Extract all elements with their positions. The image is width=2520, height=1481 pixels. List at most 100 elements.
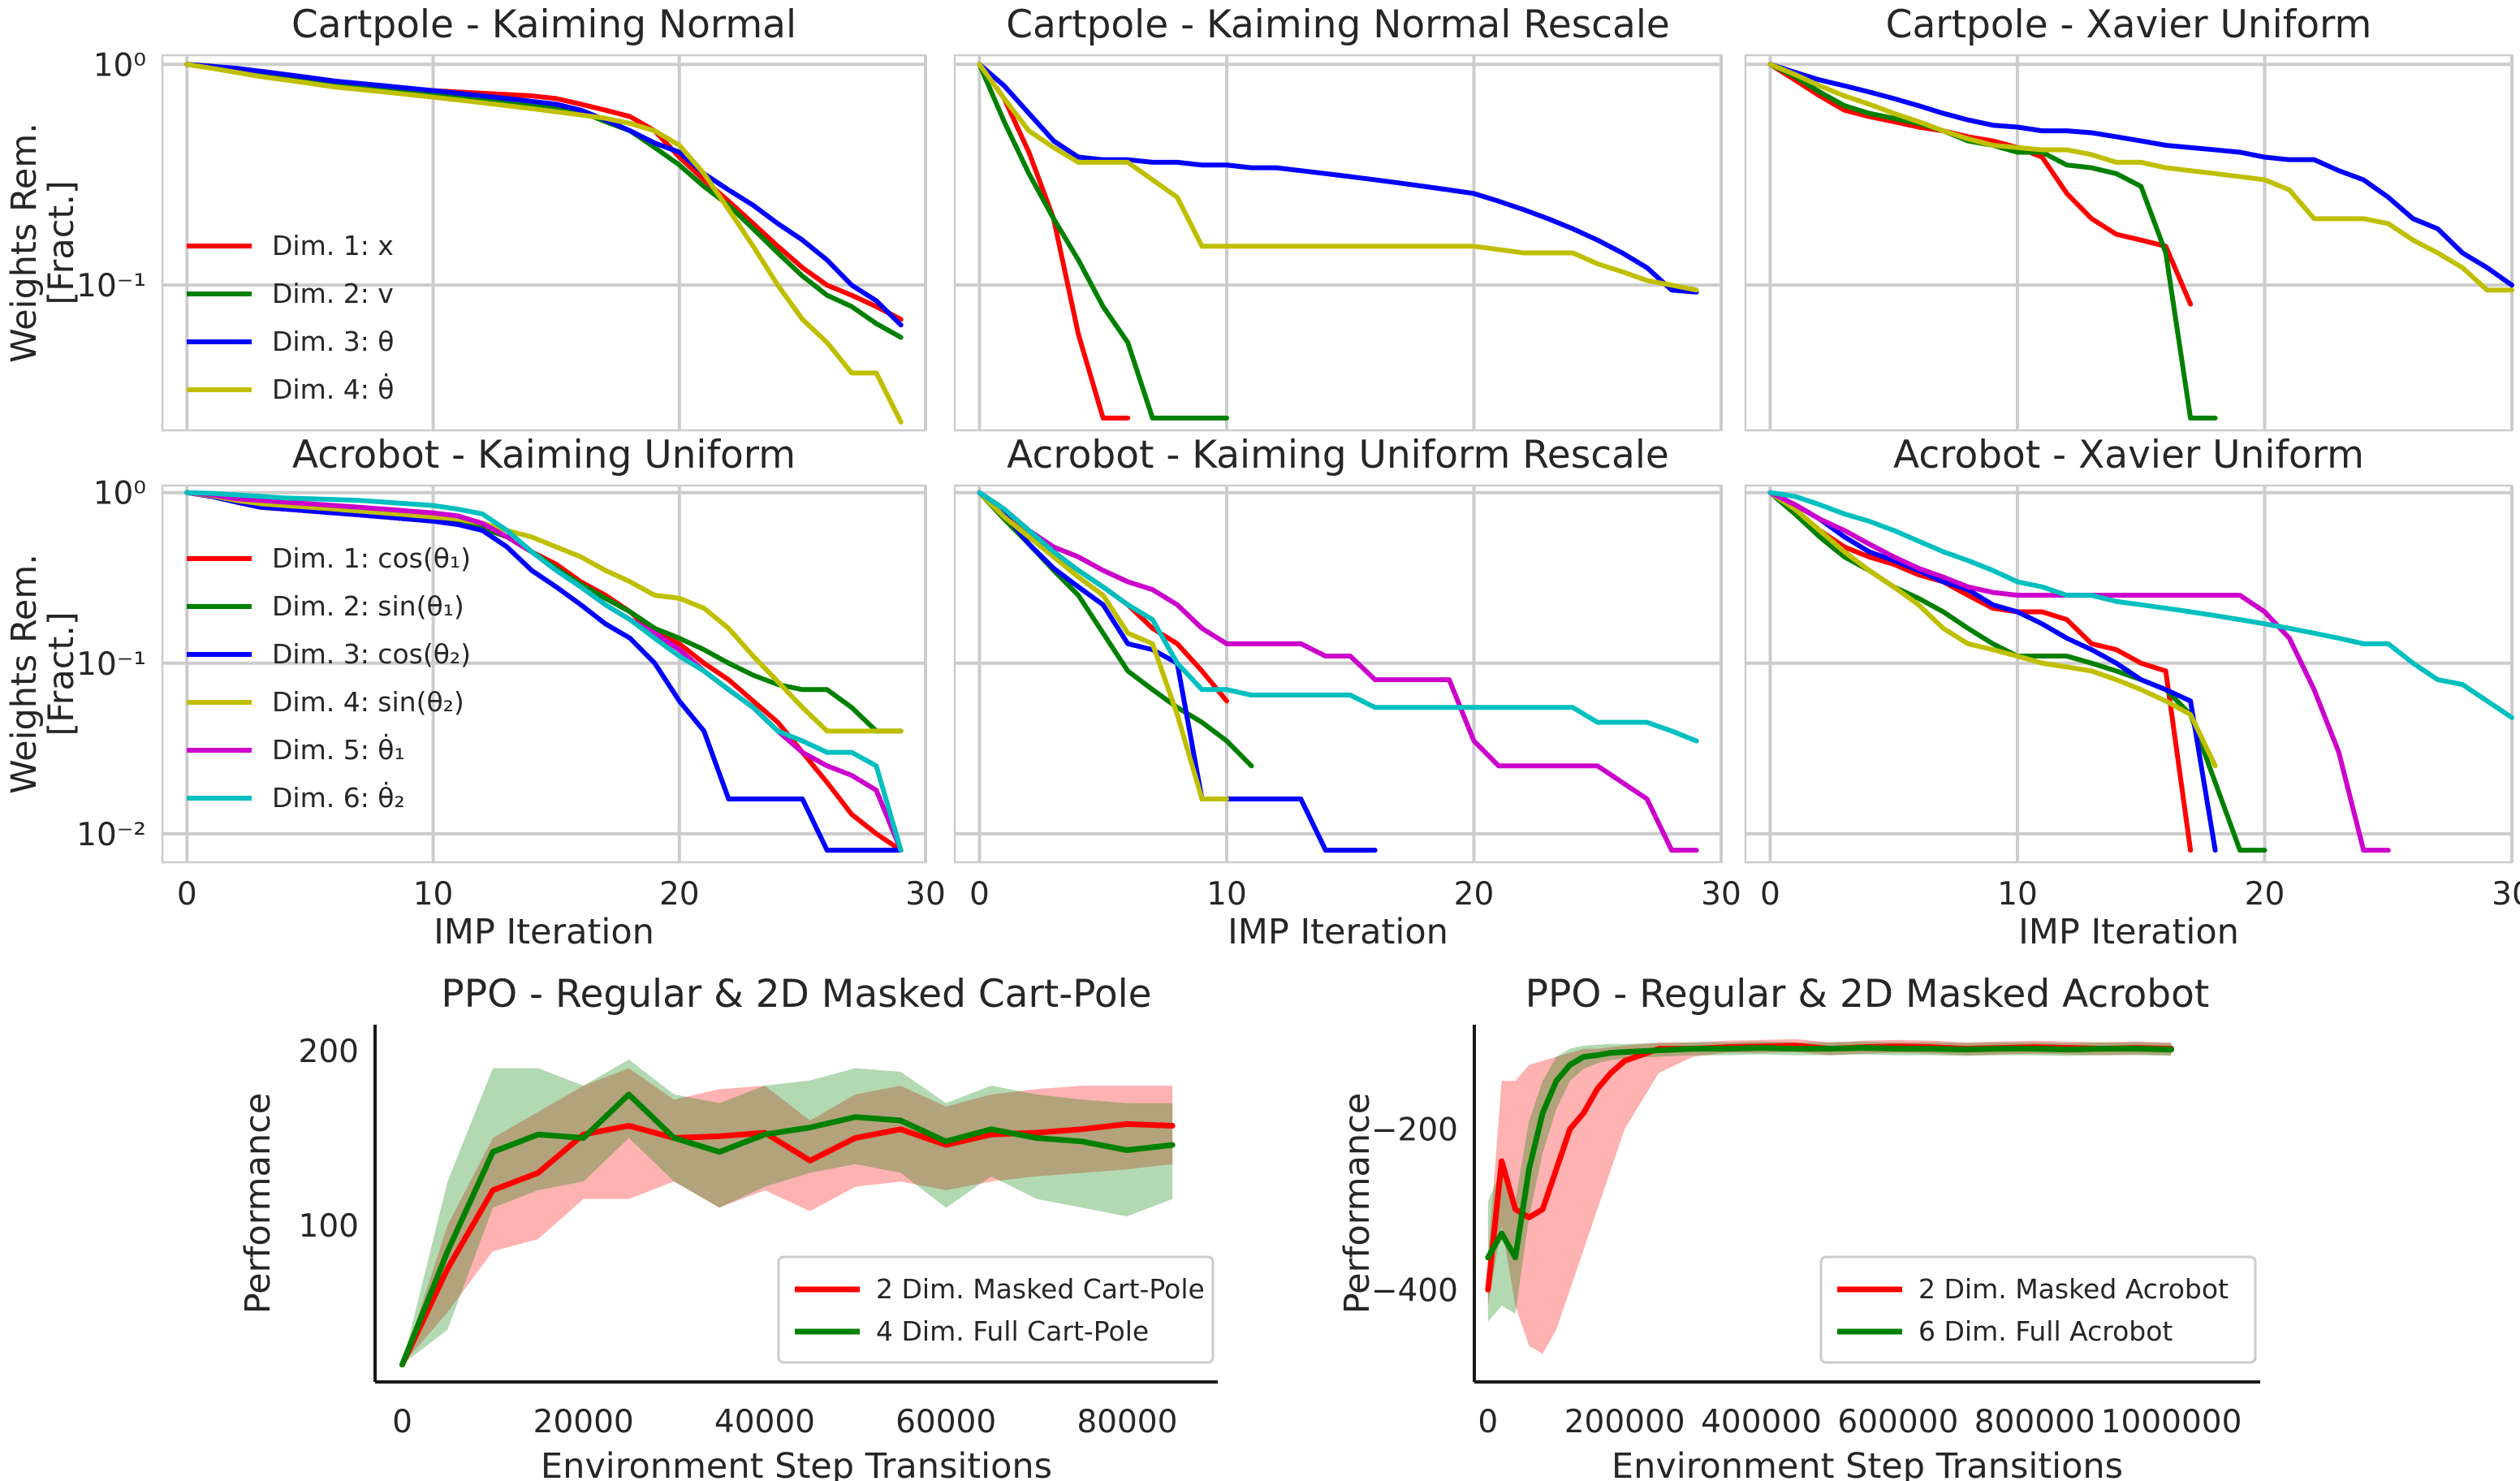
x-tick-label: 0 bbox=[177, 876, 197, 913]
x-tick-label: 600000 bbox=[1837, 1404, 1958, 1440]
series-line bbox=[1767, 62, 2514, 293]
legend-entry: Dim. 6: θ̇₂ bbox=[272, 781, 405, 814]
x-axis-label: Environment Step Transitions bbox=[541, 1446, 1052, 1481]
chart-title: Acrobot - Xavier Uniform bbox=[1893, 433, 2364, 477]
y-tick-label: 100 bbox=[299, 1208, 359, 1245]
series-line bbox=[1767, 490, 2514, 720]
x-tick-label: 200000 bbox=[1564, 1404, 1685, 1440]
y-axis-label: Weights Rem.[Fract.] bbox=[4, 554, 82, 794]
panel-6: PPO - Regular & 2D Masked Cart-Pole 100 20… bbox=[238, 972, 1218, 1481]
legend-entry: Dim. 2: sin(θ₁) bbox=[272, 590, 464, 622]
series-line bbox=[1767, 62, 2514, 288]
legend-entry: 2 Dim. Masked Cart-Pole bbox=[876, 1273, 1205, 1305]
chart-title: Cartpole - Kaiming Normal bbox=[291, 2, 796, 47]
y-axis-label-line: [Fract.] bbox=[41, 180, 82, 304]
legend-entry: Dim. 1: cos(θ₁) bbox=[272, 542, 471, 574]
x-tick-label: 10 bbox=[413, 876, 454, 913]
y-axis-label-line: Weights Rem. bbox=[4, 123, 45, 363]
x-tick-label: 30 bbox=[905, 876, 946, 913]
x-tick-label: 80000 bbox=[1077, 1404, 1177, 1440]
x-tick-label: 0 bbox=[1478, 1404, 1498, 1440]
y-tick-label: 10⁰ bbox=[93, 47, 146, 84]
series-line bbox=[399, 1091, 1176, 1368]
x-axis-label: IMP Iteration bbox=[1228, 912, 1448, 952]
legend-entry: Dim. 2: v bbox=[272, 278, 394, 309]
x-tick-label: 10 bbox=[1997, 876, 2038, 913]
x-axis-label: IMP Iteration bbox=[434, 912, 654, 952]
y-axis-label: Performance bbox=[238, 1093, 278, 1315]
series-line bbox=[1767, 490, 2218, 769]
legend-entry: Dim. 1: x bbox=[272, 230, 394, 261]
confidence-band bbox=[1487, 1038, 2172, 1354]
confidence-band bbox=[1487, 1041, 2172, 1322]
axes-frame bbox=[953, 54, 1723, 432]
panel-0: Cartpole - Kaiming Normal10⁰10⁻¹Weights … bbox=[4, 2, 927, 432]
legend: 2 Dim. Masked Cart-Pole 4 Dim. Full Cart-… bbox=[777, 1255, 1215, 1364]
panel-2: Cartpole - Xavier Uniform bbox=[1744, 2, 2514, 432]
legend-box bbox=[777, 1255, 1215, 1364]
panel-5: Acrobot - Xavier Uniform 0 10 20 30 IMP Itera… bbox=[1744, 433, 2520, 952]
x-tick-label: 40000 bbox=[714, 1404, 815, 1440]
y-tick-label: 10⁻¹ bbox=[76, 646, 146, 683]
x-tick-label: 30 bbox=[2492, 876, 2520, 913]
y-tick-label: 10⁰ bbox=[93, 476, 146, 512]
legend-entry: Dim. 3: θ bbox=[272, 326, 395, 357]
series-line bbox=[977, 62, 1699, 295]
panel-4: Acrobot - Kaiming Uniform Rescale 0 10 20 30… bbox=[953, 433, 1741, 952]
axes-frame bbox=[953, 484, 1723, 864]
series-line bbox=[399, 1120, 1176, 1368]
x-tick-label: 400000 bbox=[1701, 1404, 1822, 1440]
panel-3: Acrobot - Kaiming Uniform 10⁰ 10⁻¹ 10⁻² 0 10 2… bbox=[4, 433, 946, 952]
chart-title: PPO - Regular & 2D Masked Cart-Pole bbox=[441, 972, 1151, 1017]
x-tick-label: 20 bbox=[1454, 876, 1495, 913]
series-line bbox=[977, 62, 1699, 293]
legend: Dim. 1: x Dim. 2: v Dim. 3: θ Dim. 4: θ̇ bbox=[187, 230, 395, 405]
chart-title: Acrobot - Kaiming Uniform bbox=[292, 433, 796, 477]
y-axis-label: Performance bbox=[1337, 1093, 1378, 1315]
legend: Dim. 1: cos(θ₁) Dim. 2: sin(θ₁) Dim. 3: co… bbox=[187, 542, 471, 814]
panel-7: PPO - Regular & 2D Masked Acrobot −200 −40… bbox=[1337, 972, 2260, 1481]
legend-box bbox=[1819, 1255, 2257, 1364]
y-tick-label: 10⁻² bbox=[76, 817, 146, 853]
legend-entry: 6 Dim. Full Acrobot bbox=[1918, 1315, 2173, 1347]
y-axis-label-line: Weights Rem. bbox=[4, 554, 45, 794]
series-line bbox=[184, 490, 904, 734]
series-line bbox=[1767, 62, 2194, 307]
legend-entry: 2 Dim. Masked Acrobot bbox=[1918, 1273, 2229, 1305]
axes-frame bbox=[161, 484, 927, 864]
x-tick-label: 20 bbox=[659, 876, 700, 913]
x-tick-label: 0 bbox=[392, 1404, 412, 1440]
y-tick-label: −200 bbox=[1371, 1112, 1458, 1149]
series-line bbox=[1767, 490, 2218, 853]
series-line bbox=[977, 490, 1699, 744]
x-tick-label: 10 bbox=[1206, 876, 1247, 913]
chart-title: Cartpole - Xavier Uniform bbox=[1886, 2, 2372, 47]
series-line bbox=[977, 62, 1229, 421]
series-line bbox=[1767, 490, 2194, 853]
confidence-band bbox=[402, 1068, 1173, 1365]
x-tick-label: 800000 bbox=[1974, 1404, 2095, 1440]
y-tick-label: 200 bbox=[299, 1034, 359, 1070]
legend-entry: Dim. 5: θ̇₁ bbox=[272, 733, 405, 766]
x-tick-label: 1000000 bbox=[2101, 1404, 2242, 1440]
x-tick-label: 0 bbox=[969, 876, 990, 913]
series-line bbox=[977, 490, 1699, 853]
x-tick-label: 20000 bbox=[533, 1404, 634, 1440]
y-axis-label: Weights Rem.[Fract.] bbox=[4, 123, 82, 363]
panel-1: Cartpole - Kaiming Normal Rescale bbox=[953, 2, 1723, 432]
series-line bbox=[184, 62, 904, 328]
legend: 2 Dim. Masked Acrobot 6 Dim. Full Acrobot bbox=[1819, 1255, 2257, 1364]
x-axis-label: IMP Iteration bbox=[2018, 912, 2239, 952]
chart-title: Cartpole - Kaiming Normal Rescale bbox=[1006, 2, 1670, 47]
x-tick-label: 30 bbox=[1701, 876, 1741, 913]
series-line bbox=[977, 490, 1229, 801]
x-tick-label: 0 bbox=[1760, 876, 1780, 913]
legend-entry: 4 Dim. Full Cart-Pole bbox=[876, 1315, 1149, 1347]
y-tick-label: −400 bbox=[1371, 1272, 1458, 1309]
series-line bbox=[184, 490, 904, 853]
x-tick-label: 20 bbox=[2245, 876, 2285, 913]
chart-title: PPO - Regular & 2D Masked Acrobot bbox=[1525, 972, 2210, 1017]
axes-frame bbox=[161, 54, 927, 432]
y-axis-label-line: [Fract.] bbox=[41, 611, 82, 736]
legend-entry: Dim. 4: θ̇ bbox=[272, 373, 395, 405]
